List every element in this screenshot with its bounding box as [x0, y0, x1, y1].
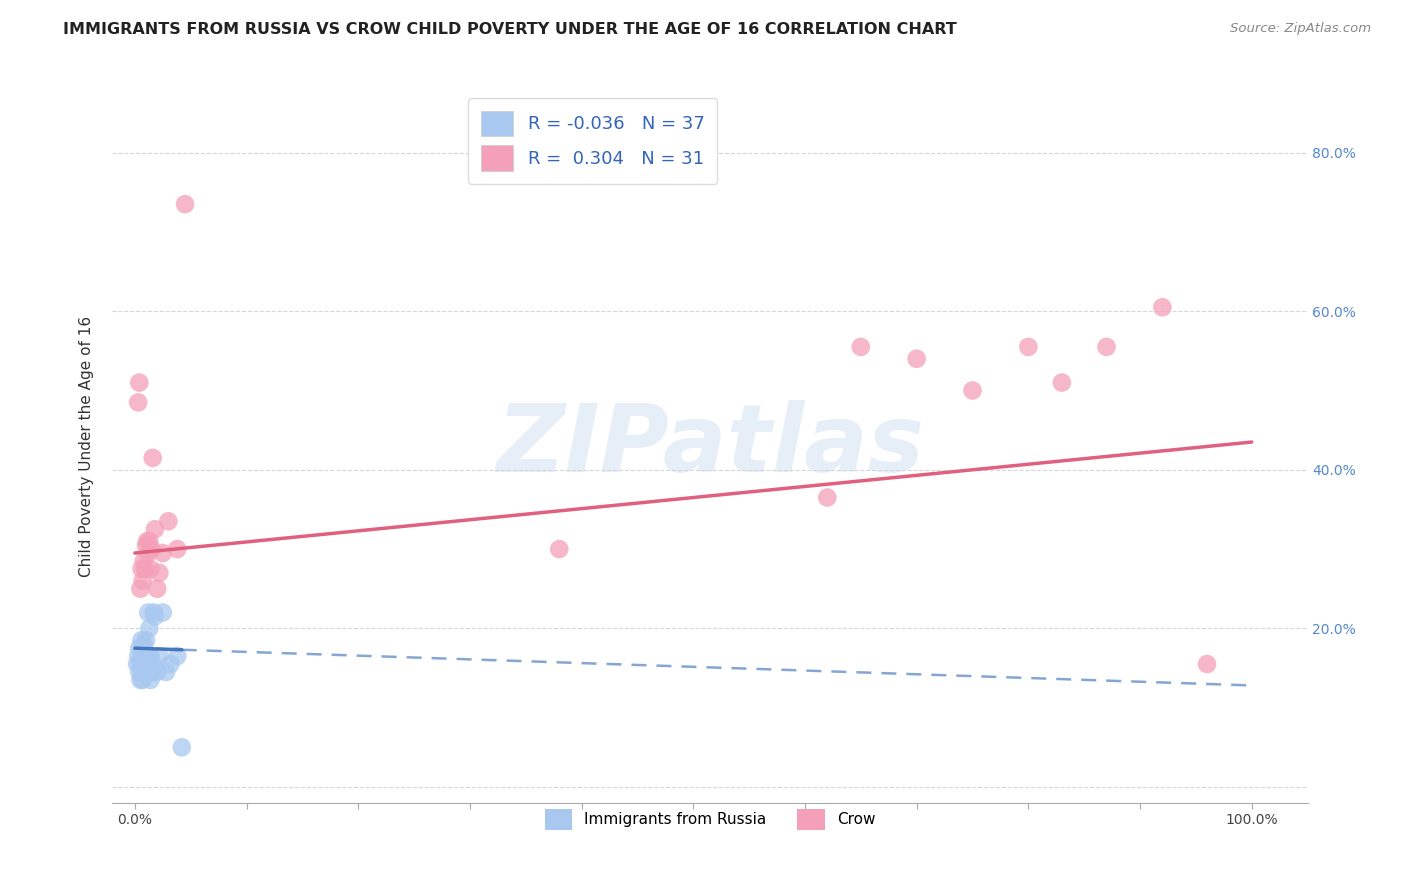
- Legend: Immigrants from Russia, Crow: Immigrants from Russia, Crow: [537, 801, 883, 838]
- Point: [132, 554, 155, 568]
- Text: Source: ZipAtlas.com: Source: ZipAtlas.com: [1230, 22, 1371, 36]
- Point: [127, 395, 149, 409]
- Point: [152, 606, 174, 620]
- Point: [849, 340, 872, 354]
- Point: [131, 641, 153, 656]
- Point: [131, 653, 153, 667]
- Point: [146, 665, 169, 679]
- Point: [142, 450, 165, 465]
- Point: [962, 384, 984, 398]
- Point: [166, 542, 188, 557]
- Point: [139, 649, 162, 664]
- Point: [128, 641, 150, 656]
- Text: IMMIGRANTS FROM RUSSIA VS CROW CHILD POVERTY UNDER THE AGE OF 16 CORRELATION CHA: IMMIGRANTS FROM RUSSIA VS CROW CHILD POV…: [63, 22, 957, 37]
- Point: [1017, 340, 1039, 354]
- Point: [170, 740, 193, 755]
- Point: [127, 649, 149, 664]
- Point: [159, 657, 181, 671]
- Point: [128, 665, 150, 679]
- Point: [128, 376, 150, 390]
- Point: [136, 649, 159, 664]
- Point: [1050, 376, 1073, 390]
- Point: [134, 645, 156, 659]
- Point: [138, 621, 160, 635]
- Point: [142, 606, 165, 620]
- Point: [125, 657, 148, 671]
- Point: [134, 562, 156, 576]
- Point: [131, 574, 153, 588]
- Y-axis label: Child Poverty Under the Age of 16: Child Poverty Under the Age of 16: [79, 316, 94, 576]
- Point: [135, 538, 157, 552]
- Point: [142, 657, 165, 671]
- Point: [134, 665, 156, 679]
- Point: [136, 606, 159, 620]
- Point: [131, 562, 153, 576]
- Point: [132, 661, 155, 675]
- Point: [815, 491, 838, 505]
- Point: [138, 657, 160, 671]
- Point: [1095, 340, 1118, 354]
- Point: [135, 657, 157, 671]
- Point: [146, 582, 169, 596]
- Point: [148, 566, 170, 580]
- Point: [136, 665, 159, 679]
- Point: [1152, 300, 1174, 314]
- Point: [129, 657, 152, 671]
- Point: [157, 514, 180, 528]
- Point: [129, 673, 152, 687]
- Point: [139, 562, 162, 576]
- Point: [152, 546, 174, 560]
- Point: [166, 649, 188, 664]
- Point: [136, 534, 159, 549]
- Point: [138, 534, 160, 549]
- Point: [131, 633, 153, 648]
- Point: [132, 637, 155, 651]
- Point: [548, 542, 571, 557]
- Point: [141, 542, 163, 557]
- Point: [141, 665, 163, 679]
- Point: [136, 546, 159, 560]
- Point: [155, 665, 177, 679]
- Point: [135, 633, 157, 648]
- Point: [136, 665, 159, 679]
- Point: [148, 649, 170, 664]
- Point: [905, 351, 928, 366]
- Point: [1197, 657, 1219, 671]
- Point: [129, 582, 152, 596]
- Point: [174, 197, 197, 211]
- Text: ZIPatlas: ZIPatlas: [496, 400, 924, 492]
- Point: [139, 673, 162, 687]
- Point: [134, 649, 156, 664]
- Point: [131, 673, 153, 687]
- Point: [143, 609, 166, 624]
- Point: [131, 665, 153, 679]
- Point: [143, 522, 166, 536]
